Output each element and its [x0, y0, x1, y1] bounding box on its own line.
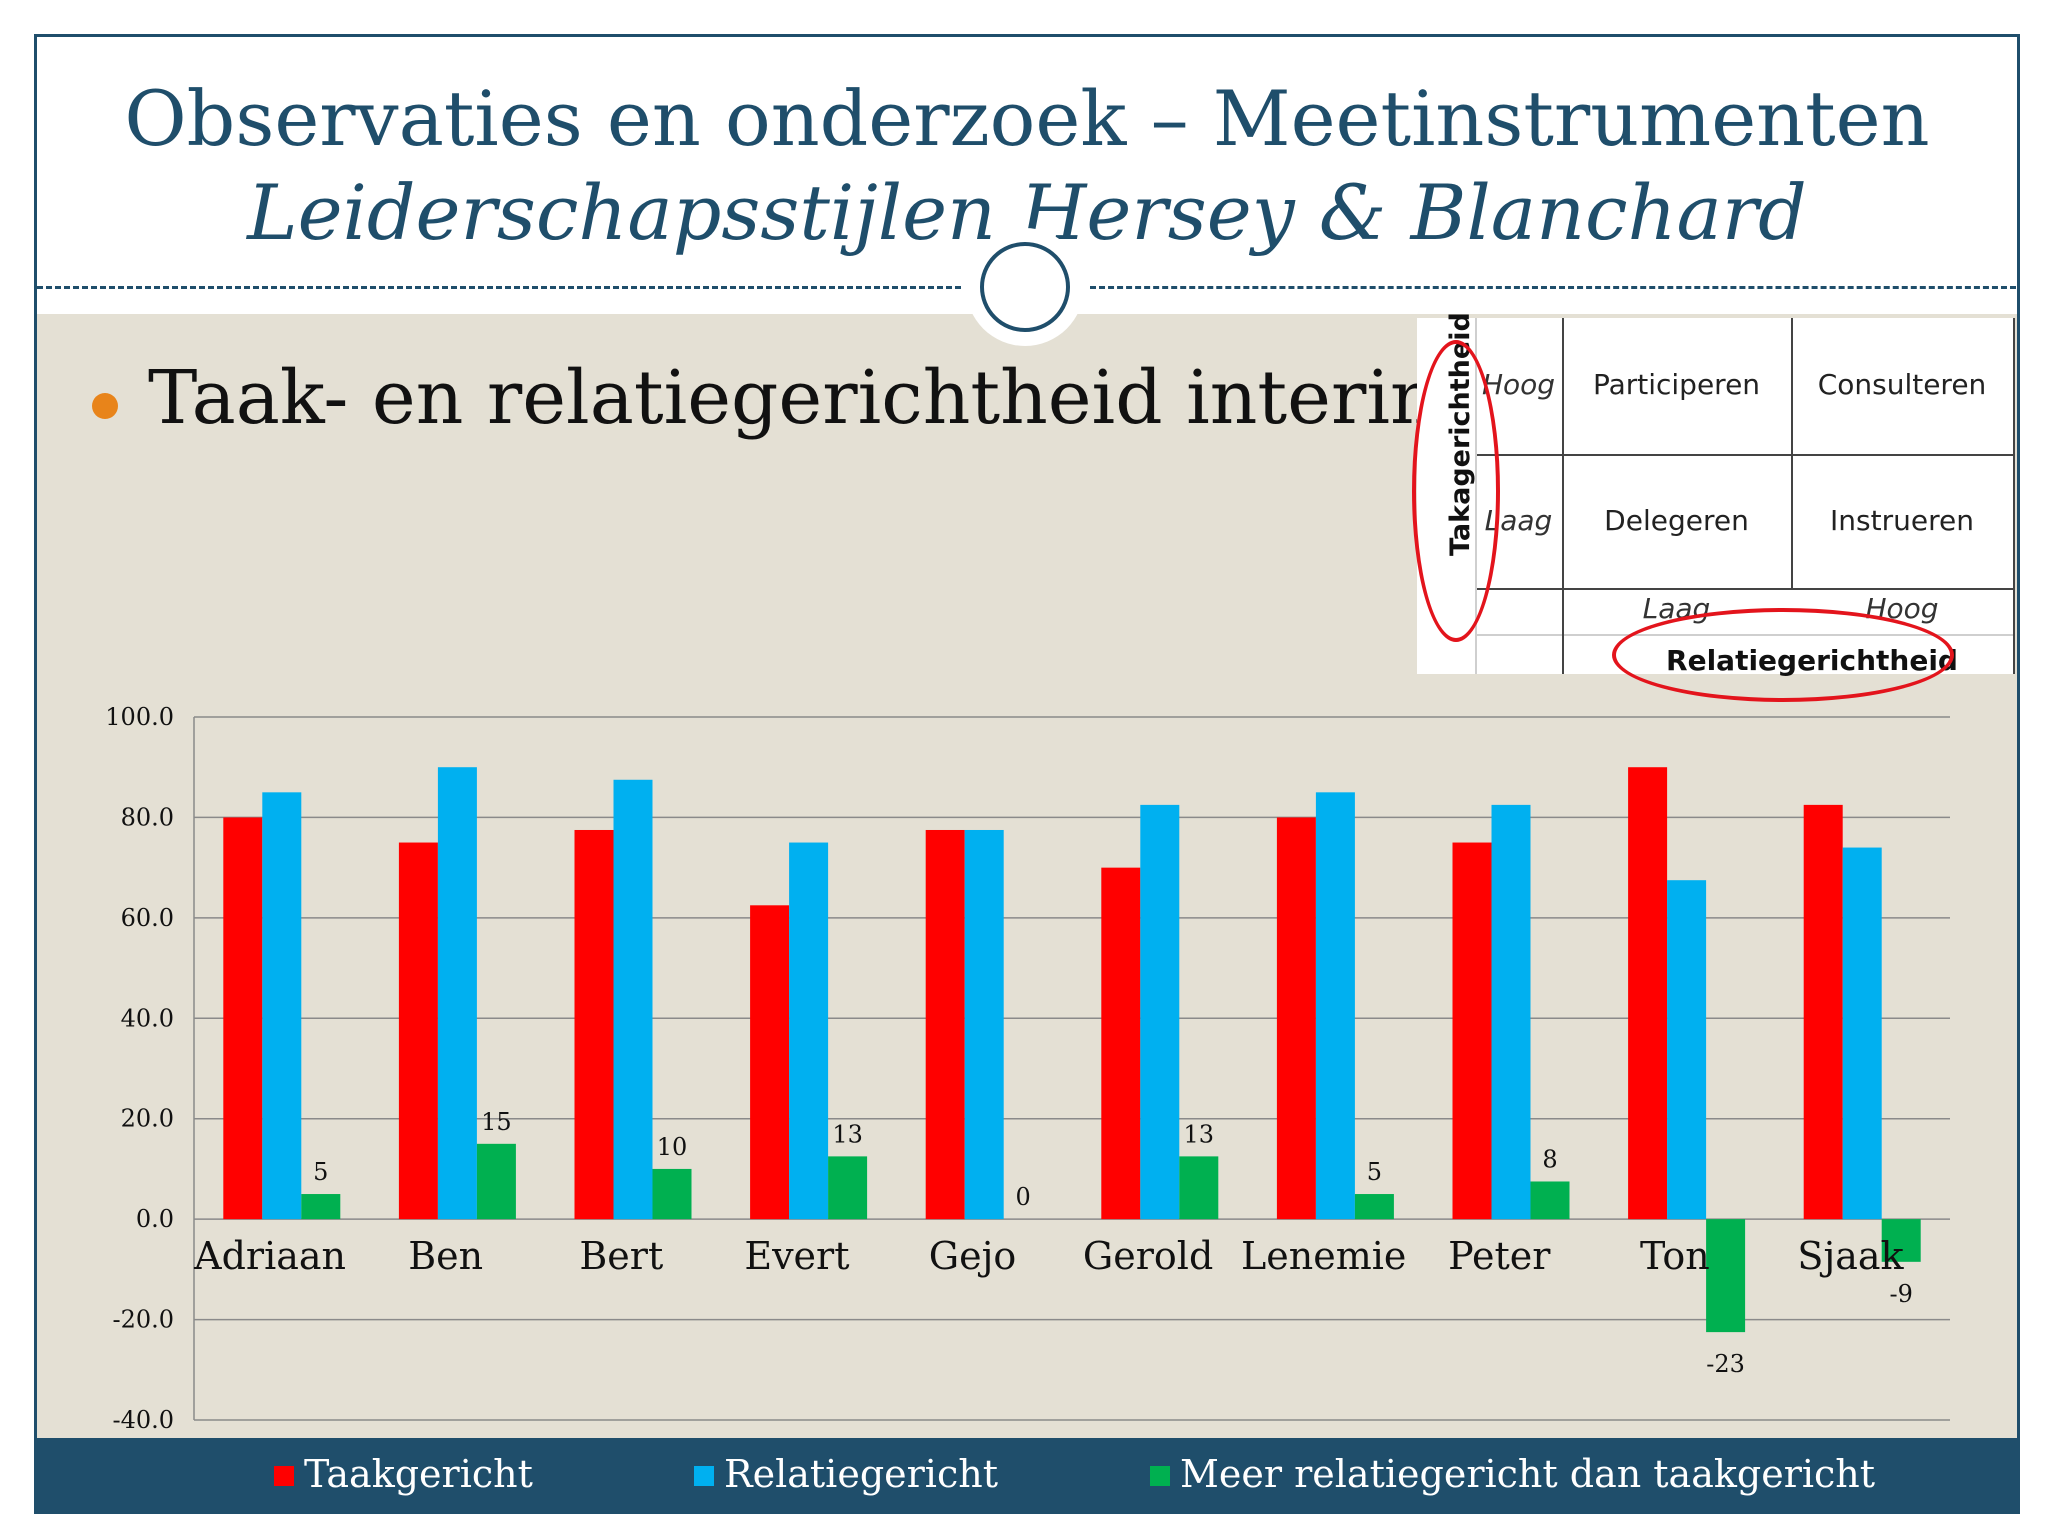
- table-line: [1475, 588, 2015, 590]
- slide-title: Observaties en onderzoek – Meetinstrumen…: [124, 74, 1930, 163]
- bar: [1140, 804, 1180, 1220]
- bar: [1276, 817, 1316, 1220]
- y-tick-label: 20.0: [121, 1105, 174, 1133]
- y-tick-label: 60.0: [121, 904, 174, 932]
- bar: [964, 829, 1004, 1220]
- bar: [223, 817, 263, 1220]
- bar: [301, 1194, 341, 1220]
- table-line: [1791, 318, 1793, 588]
- bullet-dot-icon: [92, 393, 118, 419]
- bar: [1354, 1194, 1394, 1220]
- data-label: 10: [657, 1133, 688, 1161]
- bar: [613, 779, 653, 1220]
- y-level-high: Hoog: [1481, 368, 1556, 401]
- data-label: 15: [481, 1108, 512, 1136]
- x-tick-label: Evert: [744, 1234, 849, 1278]
- bar: [1179, 1156, 1219, 1220]
- bar: [789, 842, 829, 1220]
- bar: [1881, 1219, 1921, 1262]
- y-tick-label: 80.0: [121, 803, 174, 831]
- bar: [1803, 804, 1843, 1220]
- data-label: 0: [1016, 1183, 1031, 1211]
- cell-participeren: Participeren: [1592, 368, 1761, 401]
- data-label: 5: [313, 1158, 328, 1186]
- highlight-oval-y: [1412, 340, 1500, 642]
- legend-swatch: [274, 1466, 294, 1486]
- y-tick-label: 0.0: [136, 1205, 174, 1233]
- data-label: -23: [1706, 1350, 1745, 1378]
- x-tick-label: Ton: [1640, 1234, 1710, 1278]
- table-line: [1562, 318, 1564, 674]
- x-tick-label: Adriaan: [193, 1234, 346, 1278]
- data-label: 8: [1542, 1145, 1557, 1173]
- bar: [1452, 842, 1492, 1220]
- bar: [1667, 880, 1707, 1220]
- divider-right: [1090, 286, 2016, 289]
- cell-consulteren: Consulteren: [1817, 368, 1987, 401]
- bar: [574, 829, 614, 1220]
- bar: [925, 829, 965, 1220]
- legend-label: Taakgericht: [304, 1452, 533, 1496]
- table-line: [1475, 454, 2015, 456]
- bar: [262, 792, 302, 1220]
- legend-swatch: [694, 1466, 714, 1486]
- bar: [1842, 847, 1882, 1220]
- bar: [1491, 804, 1531, 1220]
- bar: [1628, 767, 1668, 1220]
- legend-label: Relatiegericht: [724, 1452, 998, 1496]
- data-label: 13: [1184, 1120, 1215, 1148]
- cell-instrueren: Instrueren: [1830, 504, 1974, 537]
- bar: [1315, 792, 1355, 1220]
- x-tick-label: Gerold: [1083, 1234, 1213, 1278]
- y-tick-label: -40.0: [112, 1406, 174, 1434]
- divider-left: [37, 286, 961, 289]
- highlight-oval-x: [1612, 608, 1954, 702]
- bar: [476, 1143, 516, 1220]
- bar: [398, 842, 438, 1220]
- legend-label: Meer relatiegericht dan taakgericht: [1180, 1452, 1876, 1496]
- bar: [652, 1168, 692, 1220]
- bar: [1101, 867, 1141, 1220]
- y-tick-label: 100.0: [105, 703, 174, 731]
- legend: Taakgericht Relatiegericht Meer relatieg…: [34, 1438, 2020, 1514]
- y-tick-label: -20.0: [112, 1306, 174, 1334]
- x-tick-label: Bert: [579, 1234, 663, 1278]
- y-tick-label: 40.0: [121, 1004, 174, 1032]
- x-tick-label: Gejo: [929, 1234, 1017, 1278]
- x-tick-label: Ben: [408, 1234, 483, 1278]
- x-tick-label: Lenemie: [1241, 1234, 1406, 1278]
- bar: [437, 767, 477, 1220]
- data-label: 13: [832, 1120, 863, 1148]
- bar-chart: 100.0 80.0 60.0 40.0 20.0 0.0 -20.0 -40.0 5 Adria…: [105, 703, 1950, 1434]
- circle-ornament-icon: [966, 228, 1084, 346]
- x-tick-label: Sjaak: [1797, 1234, 1904, 1278]
- table-line: [2013, 318, 2015, 674]
- bar: [750, 905, 790, 1220]
- legend-swatch: [1150, 1466, 1170, 1486]
- bar: [1530, 1181, 1570, 1220]
- bar: [1706, 1219, 1746, 1333]
- data-label: 5: [1367, 1158, 1382, 1186]
- bar: [828, 1156, 868, 1220]
- cell-delegeren: Delegeren: [1604, 504, 1749, 537]
- bullet-text: Taak- en relatiegerichtheid interims:: [148, 355, 1524, 441]
- x-tick-label: Peter: [1448, 1234, 1551, 1278]
- data-label: -9: [1890, 1280, 1913, 1308]
